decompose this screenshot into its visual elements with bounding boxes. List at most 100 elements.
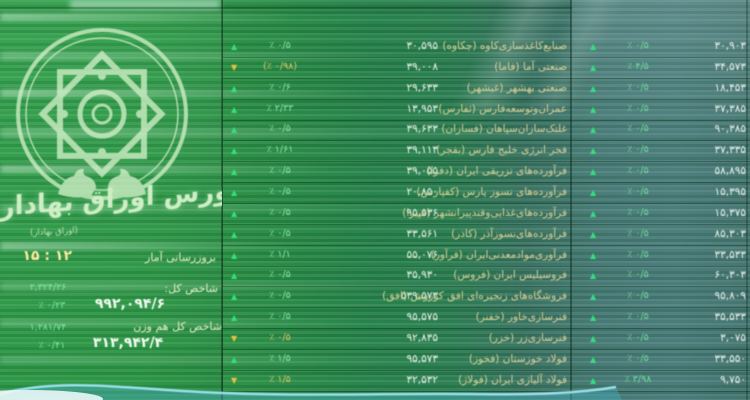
light-streak <box>0 205 460 211</box>
stock-row: ▼ (۰/۹۸ ٪) ۳۹,۰۰۸ صنعتی آما (فاما) ▲ ۴/۵… <box>0 58 750 79</box>
company-name: فرآورده‌های‌غذایی‌وقندپیرانشهر (قپیرا) <box>402 206 567 219</box>
tse-logo <box>16 28 188 200</box>
company-name: فرآورده‌های‌نسوزآذر (کاذر) <box>451 227 567 240</box>
light-streak <box>0 243 300 249</box>
company-name: فنرسازی‌خاور (خفنر) <box>475 311 567 324</box>
change-percent-right: ۴/۵ ٪ <box>627 60 649 72</box>
up-triangle-icon: ▲ <box>590 333 597 343</box>
stock-row: ▲ ۱/۱ ٪ ۵۵,۰۷۶ فرآوری‌موادمعدنی‌ایران (ف… <box>0 246 750 267</box>
stock-row: ▲ ۰/۶ ٪ ۲۹,۶۳۳ صنعتی بهشهر (غبشهر) ▲ ۰/۵… <box>0 79 750 100</box>
company-name: فروسیلیس ایران (فروس) <box>453 269 567 282</box>
panel-divider-line <box>221 0 223 400</box>
light-streak <box>0 356 460 363</box>
up-triangle-icon: ▲ <box>231 146 238 156</box>
light-streak <box>0 320 380 326</box>
price-left: ۱۳,۹۵۳ <box>406 102 438 115</box>
company-name: فرآوری‌موادمعدنی‌ایران (فرآور) <box>430 248 567 261</box>
price-left: ۹۲,۸۳۵ <box>406 331 438 344</box>
change-percent-left: ۰/۵ ٪ <box>269 123 291 135</box>
change-percent-right: ۰/۵ ٪ <box>627 144 649 156</box>
price-left: ۳۹,۰۵۵ <box>406 165 438 178</box>
company-name: صنایع‌کاغذسازی‌کاوه (چکاوه) <box>442 40 567 52</box>
equal-weight-index-percent: ۰/۴۱ ٪ <box>38 340 66 351</box>
up-triangle-icon: ▲ <box>231 292 238 302</box>
up-triangle-icon: ▲ <box>231 250 238 260</box>
price-right: ۳۳,۵۵۰ <box>714 352 746 365</box>
company-name: صنعتی بهشهر (غبشهر) <box>466 81 567 94</box>
stock-row: ▲ ۰/۵ ٪ ۹۵,۵۷۵ فنرسازی‌خاور (خفنر) ▲ ۰/۵… <box>0 308 750 330</box>
equal-weight-index-change: ۱,۲۸۱/۷۴ <box>29 322 67 333</box>
up-triangle-icon: ▲ <box>590 229 597 239</box>
change-percent-right: ۰/۵ ٪ <box>627 290 649 302</box>
change-percent-right: ۰/۵ ٪ <box>627 352 649 364</box>
change-percent-right: ۰/۵ ٪ <box>627 311 649 323</box>
up-triangle-icon: ▲ <box>231 42 238 51</box>
company-name: فجر انرژی خلیج فارس (بفجر) <box>436 144 567 157</box>
light-streak <box>0 128 500 138</box>
up-triangle-icon: ▲ <box>231 187 238 197</box>
price-right: ۶۰,۳۰۳ <box>714 269 746 282</box>
up-triangle-icon: ▲ <box>590 42 597 51</box>
stock-row: ▲ ۰/۵ ٪ ۹۵,۵۳۶ فرآورده‌های‌غذایی‌وقندپیر… <box>0 204 750 225</box>
light-streak <box>0 282 520 291</box>
change-percent-left: ۰/۵ ٪ <box>269 290 291 302</box>
price-left: ۳۹,۶۳۳ <box>406 123 438 136</box>
stock-row: ▲ ۰/۵ ٪ ۳۹,۰۵۵ فرآورده‌های تزریقی ایران … <box>0 162 750 184</box>
up-triangle-icon: ▲ <box>231 354 238 364</box>
stock-row: ▲ ۲/۳۳ ٪ ۱۳,۹۵۳ عمران‌وتوسعه‌فارس (ثفارس… <box>0 100 750 121</box>
down-triangle-icon: ▼ <box>231 375 238 385</box>
up-triangle-icon: ▲ <box>590 187 597 197</box>
up-triangle-icon: ▲ <box>231 271 238 281</box>
column-group-divider-line <box>570 0 572 400</box>
up-triangle-icon: ▲ <box>590 375 597 385</box>
up-triangle-icon: ▲ <box>590 62 597 72</box>
company-name: فرآورده‌های تزریقی ایران (دفرا) <box>426 165 567 178</box>
company-name: فنرسازی‌زر (خزر) <box>488 331 567 344</box>
total-index-value: ۹۹۲,۰۹۴/۶ <box>94 296 166 312</box>
up-triangle-icon: ▲ <box>590 208 597 218</box>
up-triangle-icon: ▲ <box>231 125 238 135</box>
up-triangle-icon: ▲ <box>231 167 238 177</box>
equal-weight-index-value: ۳۱۳,۹۴۲/۴ <box>92 335 164 351</box>
update-label: بروزرسانی آمار <box>145 251 216 264</box>
change-percent-left: ۱/۵ ٪ <box>269 352 291 364</box>
stock-row: ▲ ۰/۵ ٪ ۲۰,۸۵۰ فرآورده‌های نسوز پارس (کف… <box>0 183 750 204</box>
company-name: غلتک‌سازان‌سپاهان (فسازان) <box>441 123 567 136</box>
change-percent-right: ۰/۵ ٪ <box>627 40 649 51</box>
up-triangle-icon: ▲ <box>590 146 597 156</box>
price-right: ۳۵,۵۳۳ <box>714 311 746 324</box>
price-left: ۳۹,۱۱۳ <box>406 144 438 157</box>
stock-row: ▲ ۱/۶۱ ٪ ۳۹,۱۱۳ فجر انرژی خلیج فارس (بفج… <box>0 141 750 163</box>
down-triangle-icon: ▼ <box>231 62 238 72</box>
price-left: ۳۲,۵۳۲ <box>406 373 438 386</box>
change-percent-right: ۳/۹۸ ٪ <box>624 373 652 385</box>
light-streak <box>0 52 430 60</box>
top-glow <box>70 0 220 9</box>
up-triangle-icon: ▲ <box>231 313 238 323</box>
stock-row: ▲ ۱/۵ ٪ ۹۵,۵۷۳ فولاد خوزستان (فخوز) ▲ ۰/… <box>0 350 750 371</box>
change-percent-right: ۰/۵ ٪ <box>627 185 649 197</box>
price-right: ۱۵,۳۹۵ <box>714 185 746 198</box>
price-right: ۸۵,۳۰۳ <box>714 227 746 240</box>
change-percent-right: ۰/۵ ٪ <box>627 227 649 239</box>
up-triangle-icon: ▲ <box>590 125 597 135</box>
price-left: ۳۹,۰۰۸ <box>406 60 438 73</box>
up-triangle-icon: ▲ <box>590 313 597 323</box>
change-percent-left: ۰/۵ ٪ <box>269 331 291 343</box>
up-triangle-icon: ▲ <box>231 83 238 93</box>
brand-subtitle: (اوراق بهادار) <box>29 225 79 239</box>
change-percent-left: ۱/۶۱ ٪ <box>266 144 294 156</box>
stock-row: ▲ ۰/۵ ٪ ۳۰,۵۹۵ صنایع‌کاغذسازی‌کاوه (چکاو… <box>0 37 750 58</box>
price-right: ۳۳,۵۳۳ <box>714 248 746 261</box>
up-triangle-icon: ▲ <box>231 104 238 114</box>
change-percent-left: ۰/۵ ٪ <box>269 40 291 51</box>
light-streak <box>0 90 380 96</box>
price-right: ۳۷,۳۳۵ <box>714 144 746 157</box>
price-left: ۲۰,۸۵۰ <box>406 185 438 198</box>
change-percent-left: ۰/۵ ٪ <box>269 185 291 197</box>
stock-row: ▲ ۰/۵ ٪ ۳۳,۵۶۱ فرآورده‌های‌نسوزآذر (کاذر… <box>0 225 750 246</box>
total-index-change: ۲,۳۲۴/۲۶ <box>29 282 67 293</box>
change-percent-left: ۲/۳۳ ٪ <box>266 102 294 114</box>
stock-row: ▲ ۰/۵ ٪ ۵۳۹,۵۷۳ فروشگاه‌های زنجیره‌ای اف… <box>0 287 750 309</box>
